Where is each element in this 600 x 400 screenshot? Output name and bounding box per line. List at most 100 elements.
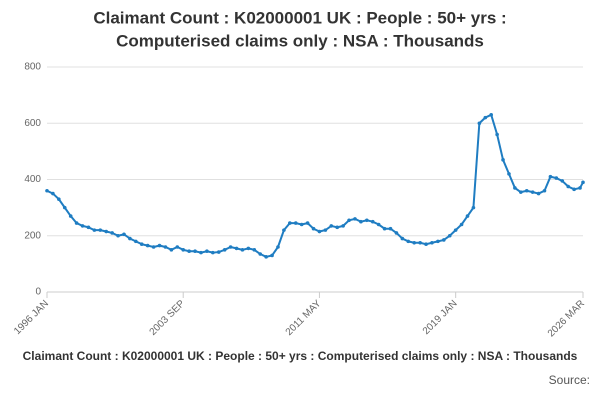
point [305,221,310,225]
point [501,158,505,162]
point [288,221,292,225]
point [134,239,138,244]
point [542,188,547,193]
y-tick-label: 600 [24,118,41,129]
source: Source: [549,373,590,387]
point [128,236,132,241]
point [465,214,470,218]
point [477,121,482,126]
point [240,248,245,252]
point [163,245,168,249]
point [228,245,233,249]
point [246,246,251,251]
point [145,243,150,248]
point [347,218,351,223]
y-tick-label: 400 [24,174,41,185]
point [513,186,517,190]
point [400,236,405,241]
point [353,217,357,221]
point [581,180,585,185]
point [424,242,428,246]
point [471,205,476,210]
x-tick-label: 2003 SEP [148,298,188,338]
point [382,226,387,231]
point [151,245,156,249]
point [524,188,529,193]
x-tick-label: 1996 JAN [12,298,51,337]
point [258,252,263,256]
point [495,132,499,137]
point [394,231,399,235]
point [51,191,55,196]
point [329,224,334,228]
point [388,226,393,231]
x-tick-label: 2011 MAY [284,298,324,338]
point [370,219,375,224]
point [335,225,340,230]
point [199,250,203,255]
point [222,248,227,252]
point [181,248,186,252]
point [116,233,120,238]
point [459,222,464,227]
point [483,115,488,120]
point [270,253,274,258]
point [430,240,434,245]
point [139,242,144,246]
point [489,113,493,117]
x-tick-label: 2019 JAN [421,298,460,337]
point [311,226,316,231]
point [442,238,446,242]
point [86,225,91,230]
point [187,249,191,254]
point [264,255,268,259]
point [157,243,162,248]
point [68,214,73,218]
point [122,232,126,237]
point [453,228,458,232]
point [92,228,97,232]
y-tick-label: 200 [24,230,41,241]
point [548,174,553,179]
point [376,222,381,227]
y-tick-label: 800 [24,62,41,73]
point [578,186,582,190]
point [211,250,215,255]
point [57,197,61,201]
point [276,245,280,249]
point [530,190,535,194]
point [205,249,209,254]
point [365,218,369,223]
point [299,222,304,227]
point [341,224,345,228]
point [317,229,322,234]
point [406,239,411,244]
point [104,229,109,234]
point [62,205,67,210]
point [193,249,197,254]
point [572,187,576,192]
point [554,176,559,180]
point [436,239,440,244]
chart-title: Claimant Count : K02000001 UK : People :… [93,8,506,27]
point [507,172,511,176]
point [323,228,328,232]
point [80,224,85,228]
point [216,250,221,254]
point [74,221,79,225]
point [560,179,565,183]
point [169,248,174,252]
point [252,248,257,252]
point [282,228,286,232]
point [447,233,452,238]
point [359,219,363,224]
point [98,228,103,232]
point [519,190,523,194]
point [566,184,570,189]
chart-title: Computerised claims only : NSA : Thousan… [116,31,484,50]
point [536,191,541,196]
point [418,240,422,245]
footer: Claimant Count : K02000001 UK : People :… [23,349,578,363]
point [45,188,49,193]
